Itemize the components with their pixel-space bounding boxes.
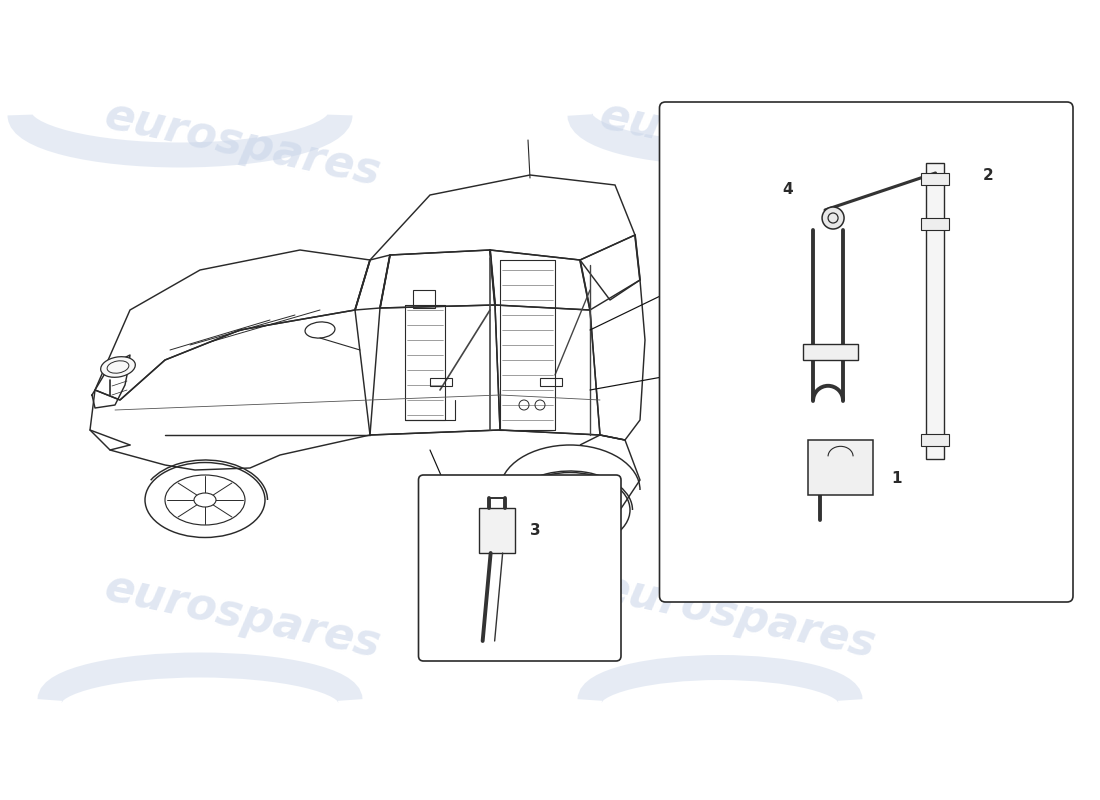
- Bar: [430, 378, 452, 386]
- Bar: [412, 290, 434, 308]
- Text: 1: 1: [891, 471, 902, 486]
- Bar: [926, 163, 945, 459]
- Text: eurospares: eurospares: [595, 94, 879, 194]
- Text: 2: 2: [982, 169, 993, 183]
- Ellipse shape: [101, 357, 135, 378]
- Bar: [922, 434, 949, 446]
- FancyBboxPatch shape: [418, 475, 622, 661]
- Circle shape: [822, 207, 844, 229]
- Bar: [540, 378, 562, 386]
- Text: 3: 3: [530, 523, 540, 538]
- Ellipse shape: [559, 503, 581, 517]
- Bar: [922, 218, 949, 230]
- Text: eurospares: eurospares: [100, 566, 384, 666]
- Bar: [803, 344, 858, 360]
- FancyBboxPatch shape: [660, 102, 1072, 602]
- Bar: [922, 173, 949, 185]
- Text: eurospares: eurospares: [595, 566, 879, 666]
- Ellipse shape: [194, 493, 216, 507]
- Text: 4: 4: [783, 182, 793, 198]
- Bar: [478, 508, 515, 553]
- Text: eurospares: eurospares: [100, 94, 384, 194]
- Bar: [808, 440, 873, 495]
